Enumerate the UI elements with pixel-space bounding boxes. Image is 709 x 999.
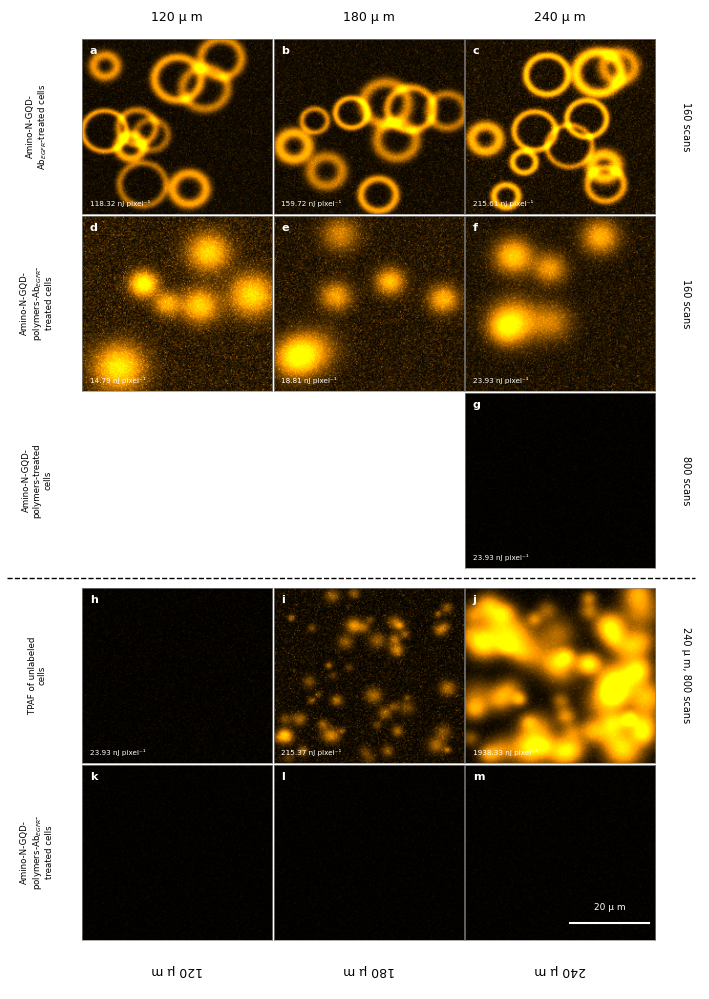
Text: 1938.33 nJ pixel⁻¹: 1938.33 nJ pixel⁻¹ (473, 749, 537, 756)
Text: TPAF of unlabeled
cells: TPAF of unlabeled cells (28, 636, 47, 714)
Text: 160 scans: 160 scans (681, 102, 691, 151)
Text: 18.81 nJ pixel⁻¹: 18.81 nJ pixel⁻¹ (281, 377, 337, 384)
Text: 120 μ m: 120 μ m (152, 963, 203, 977)
Text: d: d (90, 223, 98, 233)
Text: Amino-N-GQD-
Ab$_{EGFR}$-treated cells: Amino-N-GQD- Ab$_{EGFR}$-treated cells (26, 83, 49, 170)
Text: 180 μ m: 180 μ m (342, 963, 395, 977)
Text: 180 μ m: 180 μ m (342, 11, 395, 24)
Text: 159.72 nJ pixel⁻¹: 159.72 nJ pixel⁻¹ (281, 200, 342, 207)
Text: 160 scans: 160 scans (681, 279, 691, 329)
Text: 23.93 nJ pixel⁻¹: 23.93 nJ pixel⁻¹ (473, 377, 528, 384)
Text: Amino-N-GQD-
polymers-treated
cells: Amino-N-GQD- polymers-treated cells (22, 444, 52, 517)
Text: j: j (473, 595, 476, 605)
Text: c: c (473, 46, 479, 56)
Text: b: b (281, 46, 289, 56)
Text: 118.32 nJ pixel⁻¹: 118.32 nJ pixel⁻¹ (90, 200, 150, 207)
Text: 215.61 nJ pixel⁻¹: 215.61 nJ pixel⁻¹ (473, 200, 533, 207)
Text: 240 μ m: 240 μ m (535, 963, 586, 977)
Text: k: k (90, 772, 97, 782)
Text: e: e (281, 223, 289, 233)
Text: 14.79 nJ pixel⁻¹: 14.79 nJ pixel⁻¹ (90, 377, 145, 384)
Text: Amino-N-GQD-
polymers-Ab$_{EGFR}$-
treated cells: Amino-N-GQD- polymers-Ab$_{EGFR}$- treat… (20, 266, 55, 342)
Text: h: h (90, 595, 98, 605)
Text: a: a (90, 46, 97, 56)
Text: l: l (281, 772, 285, 782)
Text: 23.93 nJ pixel⁻¹: 23.93 nJ pixel⁻¹ (473, 554, 528, 561)
Text: 240 μ m, 800 scans: 240 μ m, 800 scans (681, 627, 691, 723)
Text: 800 scans: 800 scans (681, 456, 691, 505)
Text: 20 μ m: 20 μ m (593, 903, 625, 912)
Text: Amino-N-GQD-
polymers-Ab$_{EGFR}$-
treated cells: Amino-N-GQD- polymers-Ab$_{EGFR}$- treat… (20, 815, 55, 890)
Text: g: g (473, 400, 481, 410)
Text: 120 μ m: 120 μ m (152, 11, 203, 24)
Text: 215.37 nJ pixel⁻¹: 215.37 nJ pixel⁻¹ (281, 749, 342, 756)
Text: i: i (281, 595, 285, 605)
Text: f: f (473, 223, 478, 233)
Text: 240 μ m: 240 μ m (535, 11, 586, 24)
Text: m: m (473, 772, 484, 782)
Text: 23.93 nJ pixel⁻¹: 23.93 nJ pixel⁻¹ (90, 749, 145, 756)
